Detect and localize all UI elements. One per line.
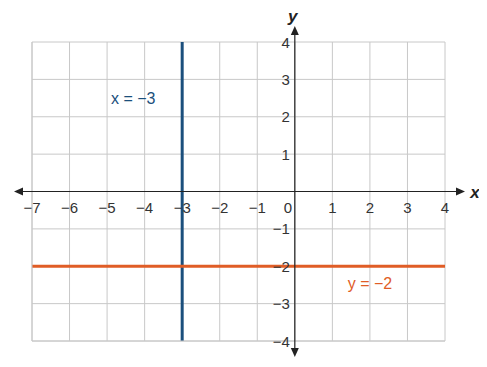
svg-text:−7: −7: [23, 199, 40, 216]
svg-text:−3: −3: [174, 199, 191, 216]
svg-text:−2: −2: [273, 258, 290, 275]
svg-text:−4: −4: [136, 199, 153, 216]
svg-text:−1: −1: [249, 199, 266, 216]
svg-text:1: 1: [281, 146, 289, 163]
svg-text:0: 0: [284, 199, 292, 216]
svg-text:x: x: [469, 183, 479, 202]
svg-text:1: 1: [328, 199, 336, 216]
svg-text:y = −2: y = −2: [348, 275, 393, 292]
svg-text:y: y: [287, 7, 299, 26]
svg-text:2: 2: [366, 199, 374, 216]
svg-text:−1: −1: [273, 220, 290, 237]
svg-text:−5: −5: [99, 199, 116, 216]
svg-text:−3: −3: [273, 295, 290, 312]
svg-text:3: 3: [281, 71, 289, 88]
svg-text:2: 2: [281, 108, 289, 125]
svg-text:−4: −4: [273, 333, 290, 350]
svg-text:−2: −2: [211, 199, 228, 216]
svg-text:4: 4: [441, 199, 449, 216]
svg-text:−6: −6: [61, 199, 78, 216]
svg-text:3: 3: [403, 199, 411, 216]
svg-text:x = −3: x = −3: [111, 90, 156, 107]
svg-text:4: 4: [281, 34, 289, 51]
